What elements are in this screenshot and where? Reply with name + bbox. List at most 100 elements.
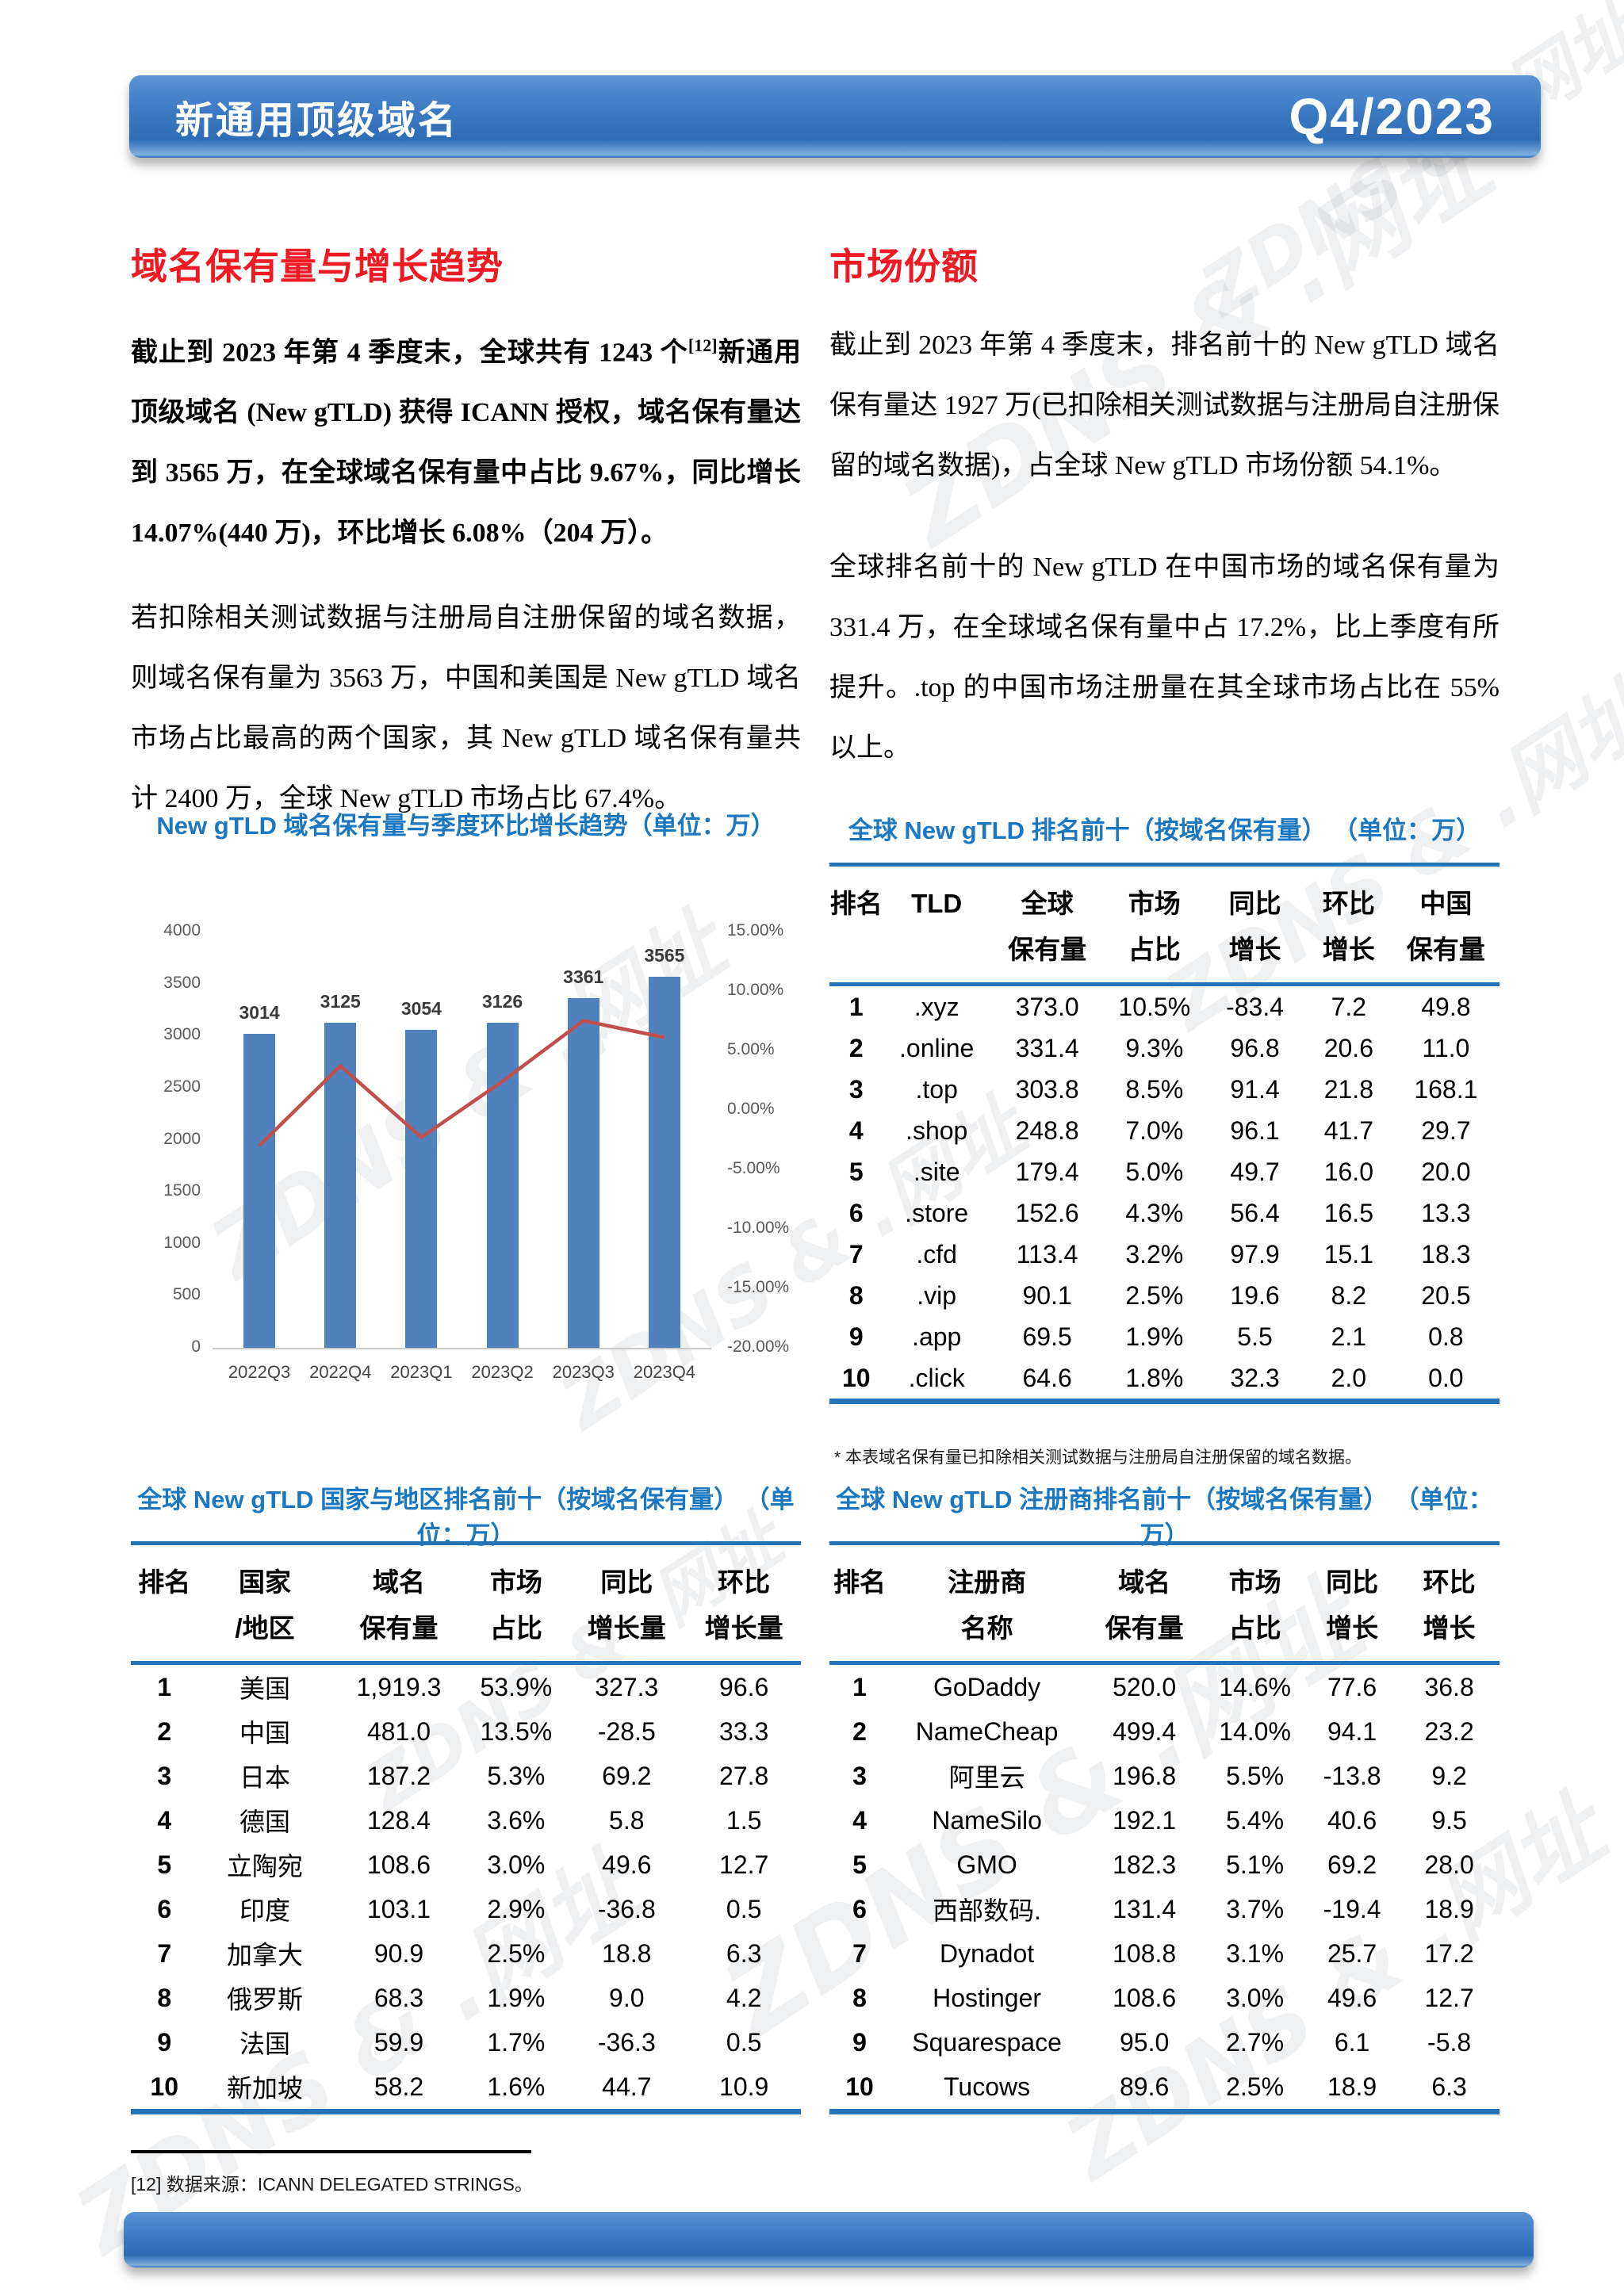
table-header-cell: 排名 — [829, 867, 883, 982]
table-cell: 18.8 — [602, 1938, 652, 1968]
table-cell: 西部数码. — [933, 1896, 1042, 1925]
rank-cell: 8 — [852, 1983, 867, 2012]
table-cell: .app — [912, 1322, 962, 1351]
table-cell: 28.0 — [1424, 1850, 1474, 1879]
table-cell: 法国 — [239, 2030, 290, 2058]
rank-cell: 6 — [157, 1894, 172, 1923]
rank-cell: 8 — [157, 1983, 172, 2012]
table-cell: Hostinger — [933, 1983, 1042, 2012]
table-cell: 6.3 — [1431, 2072, 1467, 2101]
y-axis-tick-right: -15.00% — [727, 1278, 790, 1296]
table-cell: 12.7 — [1424, 1983, 1474, 2012]
table-cell: 12.7 — [719, 1850, 769, 1879]
rank-cell: 3 — [852, 1761, 867, 1790]
table-cell: 7.0% — [1125, 1115, 1184, 1145]
table-cell: 1,919.3 — [356, 1672, 442, 1701]
table-cell: 2.9% — [487, 1894, 546, 1923]
table-cell: 3.0% — [1226, 1983, 1285, 2012]
rank-cell: 3 — [157, 1761, 172, 1790]
table-cell: .cfd — [916, 1239, 957, 1269]
header-line1: 同比 — [1228, 889, 1281, 918]
table-cell: 3.6% — [487, 1805, 546, 1835]
table-cell: 108.6 — [366, 1850, 431, 1879]
table-header-row: 排名 TLD 全球 保有量 市场 占比 同比 增长 环比 增长 中国 保有量 — [829, 863, 1500, 986]
table-cell: 19.6 — [1230, 1280, 1280, 1310]
table-cell: 9.0 — [609, 1983, 645, 2012]
table-cell: .top — [915, 1074, 958, 1104]
table-footnote: * 本表域名保有量已扣除相关测试数据与注册局自注册保留的域名数据。 — [834, 1448, 1362, 1467]
table-cell: 2.5% — [1125, 1280, 1184, 1310]
paragraph-holdings-detail: 若扣除相关测试数据与注册局自注册保留的域名数据，则域名保有量为 3563 万，中… — [131, 603, 801, 813]
table-cell: -83.4 — [1226, 992, 1285, 1021]
table-cell: 6.1 — [1334, 2027, 1370, 2057]
footnote-ref-12: [12] — [688, 335, 718, 355]
table-header-row: 排名 注册商 名称 域名 保有量 市场 占比 同比 增长 环比 增长 — [829, 1541, 1500, 1665]
table-cell: 69.5 — [1022, 1322, 1072, 1351]
table-cell: 0.0 — [1428, 1363, 1464, 1392]
table-cell: -28.5 — [597, 1716, 656, 1746]
table-cell: 5.0% — [1125, 1157, 1184, 1186]
page-header-bar: 新通用顶级域名 Q4/2023 — [129, 75, 1541, 158]
header-line1: 同比 — [600, 1567, 653, 1597]
rank-cell: 7 — [848, 1239, 864, 1269]
table-title-tld: 全球 New gTLD 排名前十（按域名保有量） （单位：万） — [848, 817, 1481, 844]
table-cell: 179.4 — [1015, 1157, 1079, 1186]
table-cell: 9.3% — [1125, 1033, 1184, 1062]
table-cell: 49.8 — [1421, 992, 1471, 1021]
rank-cell: 2 — [157, 1716, 172, 1746]
rank-cell: 5 — [848, 1157, 864, 1186]
header-line2: 增长量 — [587, 1613, 666, 1643]
table-cell: 49.6 — [602, 1850, 652, 1879]
table-cell: .store — [905, 1198, 969, 1227]
rank-cell: 9 — [157, 2027, 172, 2057]
x-axis-label: 2023Q2 — [471, 1362, 534, 1382]
table-cell: 4.2 — [726, 1983, 762, 2012]
table-cell: 5.1% — [1226, 1850, 1285, 1879]
header-line2: 增长 — [1322, 935, 1375, 964]
table-title-registrars: 全球 New gTLD 注册商排名前十（按域名保有量） （单位：万） — [836, 1486, 1493, 1549]
header-line1: 市场 — [489, 1567, 542, 1597]
table-cell: 3.1% — [1226, 1938, 1285, 1968]
y-axis-tick-right: 5.00% — [727, 1040, 775, 1058]
table-cell: 2.5% — [487, 1938, 546, 1968]
header-line2 — [131, 1605, 198, 1651]
table-cell: 29.7 — [1421, 1115, 1471, 1145]
table-cell: 44.7 — [602, 2072, 652, 2101]
paragraph-holdings-summary: 截止到 2023 年第 4 季度末，全球共有 1243 个[12]新通用顶级域名… — [131, 316, 801, 564]
table-cell: .online — [899, 1033, 975, 1062]
table-cell: 15.1 — [1323, 1239, 1373, 1269]
rank-cell: 2 — [852, 1716, 867, 1746]
chart-title: New gTLD 域名保有量与季度环比增长趋势（单位：万） — [156, 812, 776, 840]
header-line1: 同比 — [1326, 1567, 1379, 1597]
paragraph-market-share-china: 全球排名前十的 New gTLD 在中国市场的域名保有量为 331.4 万，在全… — [829, 553, 1500, 763]
x-axis-label: 2022Q4 — [309, 1362, 372, 1382]
header-line2: 保有量 — [359, 1613, 439, 1643]
table-cell: 10.5% — [1118, 992, 1191, 1021]
table-cell: 14.0% — [1219, 1716, 1291, 1746]
table-cell: 152.6 — [1015, 1198, 1079, 1227]
table-cell: 91.4 — [1230, 1074, 1280, 1104]
header-line2 — [883, 927, 990, 973]
y-axis-tick-right: 0.00% — [727, 1100, 775, 1118]
table-cell: 印度 — [239, 1896, 290, 1925]
header-line2: 增长 — [1423, 1613, 1476, 1643]
header-line2: 保有量 — [1105, 1613, 1184, 1643]
y-axis-tick-left: 2500 — [163, 1077, 201, 1096]
table-cell: 113.4 — [1016, 1239, 1078, 1269]
table-cell: -36.3 — [597, 2027, 656, 2057]
table-cell: 49.6 — [1327, 1983, 1377, 2012]
header-line2: 增长 — [1228, 935, 1281, 964]
table-cell: 499.4 — [1113, 1716, 1177, 1746]
rank-cell: 5 — [157, 1850, 172, 1879]
table-cell: 中国 — [239, 1719, 290, 1747]
table-cell: .shop — [906, 1115, 968, 1145]
table-cell: 5.8 — [609, 1805, 645, 1835]
table-cell: 96.1 — [1230, 1115, 1280, 1145]
bar — [648, 977, 680, 1348]
table-cell: 阿里云 — [948, 1763, 1025, 1792]
table-cell: 108.8 — [1113, 1938, 1177, 1968]
table-cell: 8.5% — [1125, 1074, 1184, 1104]
bar — [486, 1022, 519, 1348]
table-body: 1 .xyz 373.0 10.5% -83.4 7.2 49.8 2 .online 331.4… — [829, 986, 1500, 1404]
